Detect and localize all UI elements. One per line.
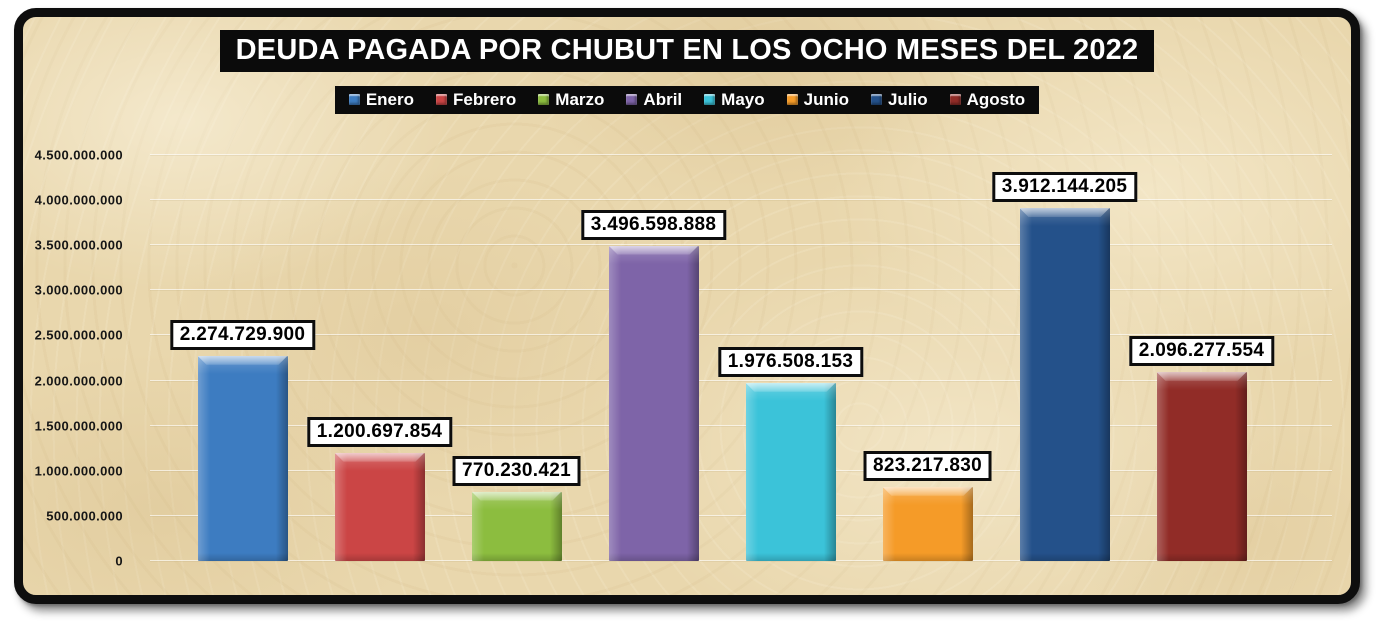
legend-swatch-icon [626, 94, 638, 106]
gridline [150, 289, 1332, 291]
bar-value-label-junio: 823.217.830 [863, 450, 992, 481]
bar-value-label-enero: 2.274.729.900 [169, 319, 316, 350]
chart-header: DEUDA PAGADA POR CHUBUT EN LOS OCHO MESE… [23, 30, 1351, 72]
y-tick-label: 2.500.000.000 [34, 327, 123, 343]
legend-label: Julio [887, 89, 928, 109]
bar-value-label-mayo: 1.976.508.153 [717, 346, 864, 377]
bar-slot-junio: 823.217.830 [859, 155, 996, 561]
legend-item-mayo: Mayo [704, 89, 765, 110]
y-tick-label: 4.500.000.000 [34, 147, 123, 163]
legend-item-julio: Julio [870, 89, 928, 110]
gridline [150, 424, 1332, 426]
y-tick-label: 4.000.000.000 [34, 192, 123, 208]
gridline [150, 469, 1332, 471]
gridline [150, 514, 1332, 516]
bar-value-label-agosto: 2.096.277.554 [1128, 335, 1275, 366]
legend-swatch-icon [870, 94, 882, 106]
legend-label: Junio [803, 89, 849, 109]
bar-enero: 2.274.729.900 [169, 319, 316, 561]
y-tick-label: 3.500.000.000 [34, 237, 123, 253]
legend-label: Febrero [453, 89, 517, 109]
bar-slot-febrero: 1.200.697.854 [306, 155, 453, 561]
legend-label: Enero [365, 89, 414, 109]
bar-value-label-julio: 3.912.144.205 [991, 172, 1138, 203]
bar-slot-agosto: 2.096.277.554 [1128, 155, 1275, 561]
legend: Enero Febrero Marzo Abril Mayo Junio Julio Agos… [334, 85, 1040, 114]
bar-value-label-marzo: 770.230.421 [452, 455, 581, 486]
legend-label: Agosto [966, 89, 1026, 109]
bar-marzo: 770.230.421 [452, 455, 581, 561]
y-tick-label: 1.000.000.000 [34, 463, 123, 479]
y-tick-label: 3.000.000.000 [34, 282, 123, 298]
plot-area: 2.274.729.900 1.200.697.854 770.230.421 3.4… [150, 154, 1332, 561]
legend-item-agosto: Agosto [949, 89, 1026, 110]
chart-title: DEUDA PAGADA POR CHUBUT EN LOS OCHO MESE… [219, 30, 1155, 72]
gridline [150, 154, 1332, 155]
legend-row: Enero Febrero Marzo Abril Mayo Junio Julio Agos… [23, 85, 1351, 114]
legend-label: Marzo [555, 89, 605, 109]
gridline [150, 199, 1332, 201]
gridline [150, 334, 1332, 336]
chart-frame: DEUDA PAGADA POR CHUBUT EN LOS OCHO MESE… [14, 8, 1360, 604]
gridline [150, 244, 1332, 246]
bar-julio: 3.912.144.205 [991, 172, 1138, 561]
legend-swatch-icon [704, 94, 716, 106]
legend-swatch-icon [949, 94, 961, 106]
bar-slot-enero: 2.274.729.900 [169, 155, 316, 561]
legend-swatch-icon [348, 94, 360, 106]
gridline [150, 379, 1332, 381]
bar-value-label-febrero: 1.200.697.854 [306, 416, 453, 447]
legend-swatch-icon [538, 94, 550, 106]
bar-abril: 3.496.598.888 [580, 209, 727, 561]
y-tick-label: 500.000.000 [46, 508, 123, 524]
bar-slot-abril: 3.496.598.888 [580, 155, 727, 561]
legend-item-junio: Junio [786, 89, 849, 110]
gridline [150, 560, 1332, 561]
legend-label: Mayo [721, 89, 765, 109]
bar-slot-mayo: 1.976.508.153 [717, 155, 864, 561]
bar-agosto: 2.096.277.554 [1128, 335, 1275, 561]
legend-item-marzo: Marzo [538, 90, 604, 110]
y-tick-label: 1.500.000.000 [34, 418, 123, 434]
legend-swatch-icon [436, 94, 447, 106]
bar-slot-marzo: 770.230.421 [448, 155, 585, 561]
legend-item-enero: Enero [348, 89, 414, 110]
legend-label: Abril [643, 89, 683, 109]
legend-item-abril: Abril [626, 90, 682, 110]
y-axis-labels: 0 500.000.000 1.000.000.000 1.500.000.000 2.… [34, 148, 123, 569]
y-tick-label: 2.000.000.000 [34, 373, 123, 389]
bar-febrero: 1.200.697.854 [306, 416, 453, 561]
bar-junio: 823.217.830 [863, 450, 992, 561]
bar-value-label-abril: 3.496.598.888 [580, 209, 727, 240]
legend-swatch-icon [786, 94, 798, 106]
y-tick-label: 0 [115, 553, 123, 569]
bar-mayo: 1.976.508.153 [717, 346, 864, 561]
bars-row: 2.274.729.900 1.200.697.854 770.230.421 3.4… [169, 155, 1275, 561]
bar-slot-julio: 3.912.144.205 [991, 155, 1138, 561]
legend-item-febrero: Febrero [436, 90, 516, 110]
